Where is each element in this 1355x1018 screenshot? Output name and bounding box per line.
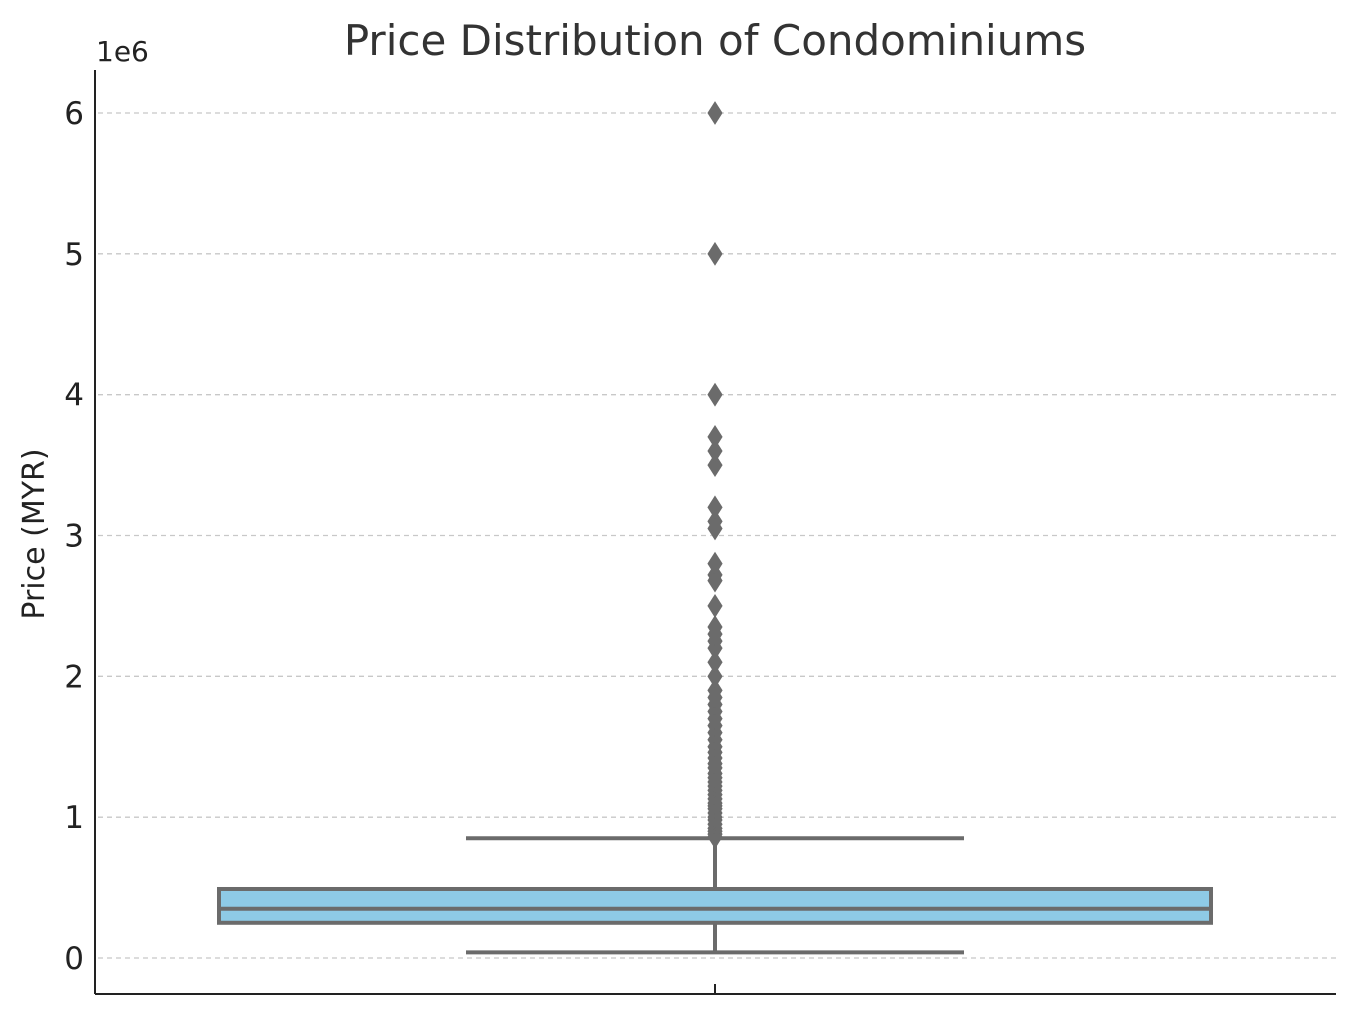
outlier-point (707, 509, 723, 534)
outlier-point (707, 101, 723, 125)
y-tick-label: 6 (64, 96, 84, 132)
y-tick-labels: 0 1 2 3 4 5 6 (64, 96, 84, 977)
outlier-point (707, 241, 723, 266)
y-tick-label: 3 (64, 519, 84, 555)
outlier-point (707, 382, 723, 407)
outlier-point (707, 678, 723, 703)
outlier-point (707, 439, 723, 463)
axes (94, 70, 1336, 995)
iqr-box (217, 886, 1213, 925)
outlier-point (707, 495, 723, 520)
outlier-point (707, 424, 723, 449)
y-tick-label: 2 (64, 659, 84, 695)
y-offset-label: 1e6 (96, 35, 149, 68)
outlier-points (707, 101, 723, 849)
y-tick-label: 1 (64, 800, 84, 836)
outlier-point (707, 551, 723, 576)
chart-title: Price Distribution of Condominiums (344, 16, 1086, 65)
y-tick-label: 5 (64, 237, 84, 273)
outlier-point (707, 664, 723, 689)
y-tick-label: 4 (64, 378, 84, 414)
box-plot (217, 836, 1213, 955)
y-tick-label: 0 (64, 941, 84, 977)
outlier-point (707, 615, 723, 639)
y-axis-label: Price (MYR) (17, 448, 52, 619)
outlier-point (707, 593, 723, 618)
outlier-point (707, 650, 723, 675)
outlier-point (707, 453, 723, 478)
